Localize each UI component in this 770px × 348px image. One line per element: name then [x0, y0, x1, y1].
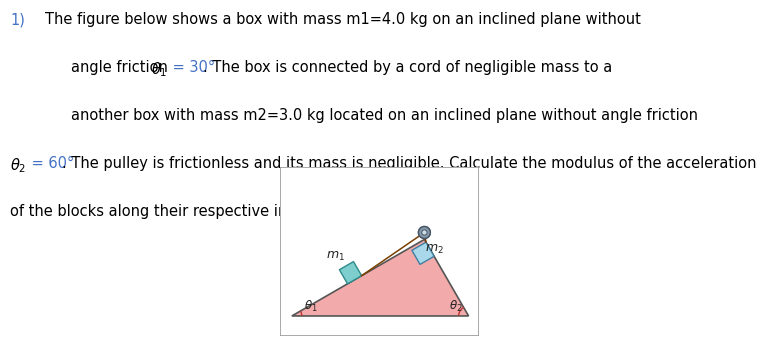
Text: $\theta_1$: $\theta_1$ — [151, 60, 167, 79]
Polygon shape — [340, 262, 362, 284]
Text: of the blocks along their respective inclined planes.: of the blocks along their respective inc… — [10, 204, 389, 219]
Text: $m_1$: $m_1$ — [326, 250, 345, 263]
Circle shape — [422, 230, 427, 235]
Polygon shape — [412, 242, 434, 264]
Text: The figure below shows a box with mass m1=4.0 kg on an inclined plane without: The figure below shows a box with mass m… — [45, 12, 641, 27]
Text: = 60°: = 60° — [27, 156, 74, 171]
Polygon shape — [292, 239, 469, 316]
Text: $\theta_2$: $\theta_2$ — [449, 299, 462, 314]
Circle shape — [418, 227, 430, 238]
Text: $\theta_2$: $\theta_2$ — [10, 156, 26, 175]
Text: $m_2$: $m_2$ — [425, 243, 444, 256]
Text: . The box is connected by a cord of negligible mass to a: . The box is connected by a cord of negl… — [203, 60, 612, 75]
Text: = 30°: = 30° — [168, 60, 215, 75]
Text: 1): 1) — [10, 12, 25, 27]
Text: . The pulley is frictionless and its mass is negligible. Calculate the modulus o: . The pulley is frictionless and its mas… — [62, 156, 757, 171]
Circle shape — [418, 227, 430, 238]
Text: another box with mass m2=3.0 kg located on an inclined plane without angle frict: another box with mass m2=3.0 kg located … — [71, 108, 698, 123]
Text: angle friction: angle friction — [71, 60, 172, 75]
Circle shape — [422, 230, 427, 235]
Text: $\theta_1$: $\theta_1$ — [304, 299, 318, 314]
